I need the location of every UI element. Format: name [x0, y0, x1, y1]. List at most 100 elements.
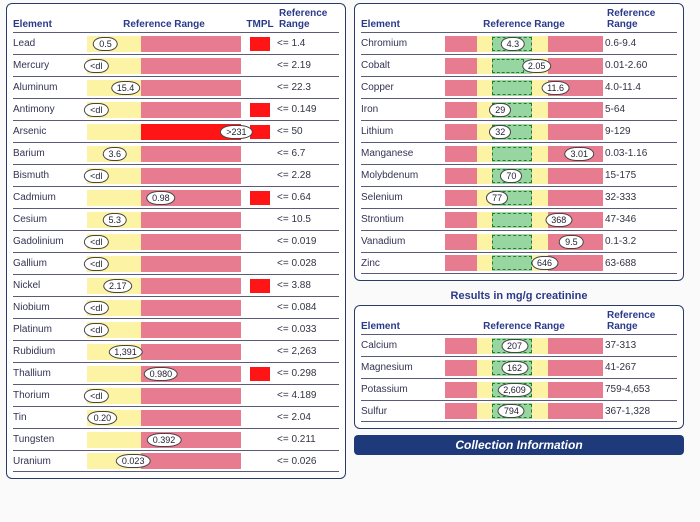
- value-bubble: 162: [501, 361, 528, 375]
- tmpl-marker: [250, 279, 270, 293]
- range-bar: >231: [85, 121, 243, 142]
- toxic-elements-panel: Element Reference Range TMPL Reference R…: [6, 3, 346, 479]
- tmpl-cell: [243, 363, 277, 384]
- reference-value: <= 2,263: [277, 341, 339, 362]
- element-name: Copper: [361, 77, 443, 98]
- table-row: Rubidium1,391 <= 2,263: [13, 340, 339, 362]
- table-row: Niobium<dl<= 0.084: [13, 296, 339, 318]
- element-name: Rubidium: [13, 341, 85, 362]
- reference-value: 63-688: [605, 253, 677, 273]
- range-bar: 77: [443, 187, 605, 208]
- table-row: Barium3.6<= 6.7: [13, 142, 339, 164]
- range-bar: <dl: [85, 55, 243, 76]
- element-name: Sulfur: [361, 401, 443, 421]
- tmpl-cell: [243, 231, 277, 252]
- range-bar: <dl: [85, 297, 243, 318]
- range-bar: 5.3: [85, 209, 243, 230]
- reference-box: [492, 256, 532, 270]
- range-bar: 70: [443, 165, 605, 186]
- reference-box: [492, 81, 532, 95]
- creatinine-section: Results in mg/g creatinine Element Refer…: [354, 287, 684, 429]
- range-bar: <dl: [85, 319, 243, 340]
- reference-value: 5-64: [605, 99, 677, 120]
- tmpl-marker: [250, 191, 270, 205]
- element-name: Gallium: [13, 253, 85, 274]
- tmpl-marker: [250, 125, 270, 139]
- reference-value: 0.03-1.16: [605, 143, 677, 164]
- element-name: Antimony: [13, 99, 85, 120]
- right2-header-row: Element Reference Range Reference Range: [361, 310, 677, 334]
- range-bar: 646: [443, 253, 605, 273]
- range-bar: 1,391: [85, 341, 243, 362]
- reference-value: <= 0.028: [277, 253, 339, 274]
- reference-value: <= 10.5: [277, 209, 339, 230]
- range-bar: 2,609: [443, 379, 605, 400]
- element-name: Magnesium: [361, 357, 443, 378]
- value-bubble: 3.01: [565, 147, 595, 161]
- element-name: Lithium: [361, 121, 443, 142]
- element-name: Nickel: [13, 275, 85, 296]
- table-row: Zinc64663-688: [361, 252, 677, 274]
- element-name: Calcium: [361, 335, 443, 356]
- value-bubble: <dl: [84, 103, 108, 117]
- hdr-element: Element: [13, 19, 85, 30]
- hdr-tmpl: TMPL: [243, 19, 277, 30]
- reference-value: <= 0.084: [277, 297, 339, 318]
- element-name: Uranium: [13, 451, 85, 471]
- table-row: Platinum<dl<= 0.033: [13, 318, 339, 340]
- tmpl-marker: [250, 367, 270, 381]
- element-name: Molybdenum: [361, 165, 443, 186]
- table-row: Tin0.20 <= 2.04: [13, 406, 339, 428]
- tmpl-cell: [243, 275, 277, 296]
- reference-value: 0.01-2.60: [605, 55, 677, 76]
- table-row: Thorium<dl<= 4.189: [13, 384, 339, 406]
- reference-value: <= 22.3: [277, 77, 339, 98]
- reference-value: <= 2.04: [277, 407, 339, 428]
- reference-box: [492, 59, 524, 73]
- value-bubble: 11.6: [541, 81, 570, 95]
- right1-header-row: Element Reference Range Reference Range: [361, 8, 677, 32]
- range-bar: 0.980: [85, 363, 243, 384]
- reference-value: 15-175: [605, 165, 677, 186]
- reference-value: <= 50: [277, 121, 339, 142]
- value-bubble: 0.5: [93, 37, 118, 51]
- tmpl-marker: [250, 103, 270, 117]
- reference-value: 41-267: [605, 357, 677, 378]
- value-bubble: 794: [498, 404, 525, 418]
- element-name: Tin: [13, 407, 85, 428]
- reference-value: 759-4,653: [605, 379, 677, 400]
- hdr-ref-range: Reference Range: [85, 19, 243, 30]
- range-bar: 32: [443, 121, 605, 142]
- reference-value: <= 2.28: [277, 165, 339, 186]
- table-row: Thallium0.980<= 0.298: [13, 362, 339, 384]
- element-name: Barium: [13, 143, 85, 164]
- creatinine-panel: Element Reference Range Reference Range …: [354, 305, 684, 429]
- value-bubble: <dl: [84, 301, 108, 315]
- range-bar: 15.4: [85, 77, 243, 98]
- table-row: Cesium5.3<= 10.5: [13, 208, 339, 230]
- value-bubble: 29: [489, 103, 511, 117]
- value-bubble: 70: [500, 169, 522, 183]
- table-row: Magnesium 162 41-267: [361, 356, 677, 378]
- range-bar: 162: [443, 357, 605, 378]
- reference-value: <= 2.19: [277, 55, 339, 76]
- value-bubble: 0.20: [88, 411, 118, 425]
- table-row: Uranium0.023<= 0.026: [13, 450, 339, 472]
- value-bubble: 3.6: [102, 147, 127, 161]
- reference-value: <= 0.298: [277, 363, 339, 384]
- element-name: Aluminum: [13, 77, 85, 98]
- value-bubble: 4.3: [501, 37, 526, 51]
- table-row: Copper 11.6 4.0-11.4: [361, 76, 677, 98]
- range-bar: 0.392: [85, 429, 243, 450]
- value-bubble: 77: [486, 191, 508, 205]
- hdr-ref-range2: Reference Range: [277, 8, 339, 30]
- range-bar: <dl: [85, 253, 243, 274]
- range-bar: 9.5: [443, 231, 605, 252]
- tmpl-cell: [243, 55, 277, 76]
- range-bar: <dl: [85, 385, 243, 406]
- right2-rows: Calcium20737-313Magnesium16241-267Potass…: [361, 334, 677, 422]
- reference-value: <= 1.4: [277, 33, 339, 54]
- reference-value: 4.0-11.4: [605, 77, 677, 98]
- value-bubble: 0.392: [147, 433, 182, 447]
- range-bar: 11.6: [443, 77, 605, 98]
